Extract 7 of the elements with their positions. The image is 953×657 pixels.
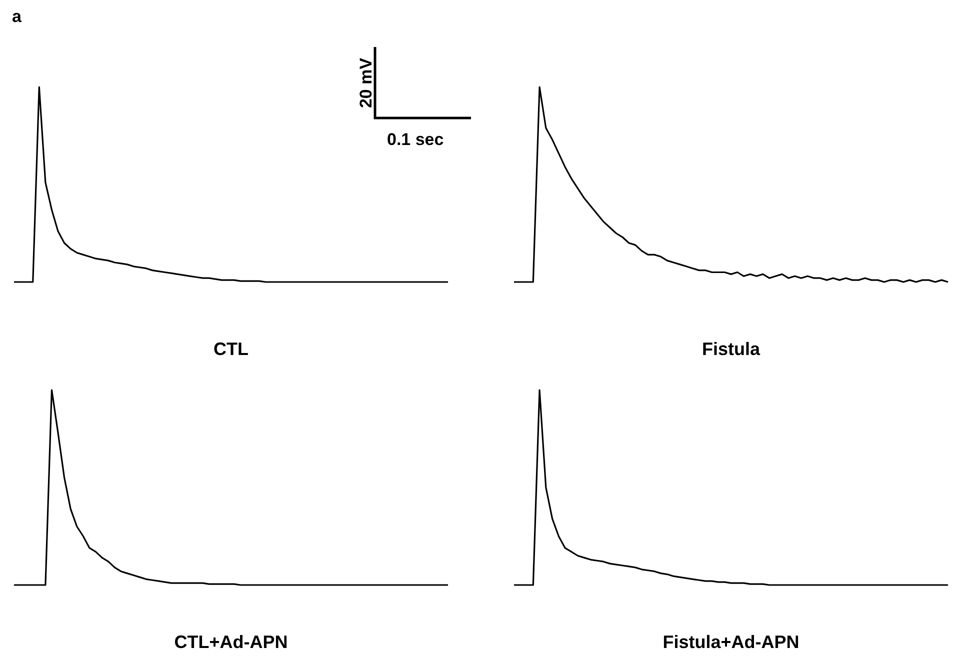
annotation: 20 mV <box>356 58 376 108</box>
annotation: 0.1 sec <box>387 130 444 149</box>
text: Fistula <box>702 338 761 359</box>
text: CTL+Ad-APN <box>174 632 288 652</box>
text: a <box>12 7 22 26</box>
text: CTL <box>214 338 248 359</box>
text: Fistula+Ad-APN <box>662 632 800 652</box>
